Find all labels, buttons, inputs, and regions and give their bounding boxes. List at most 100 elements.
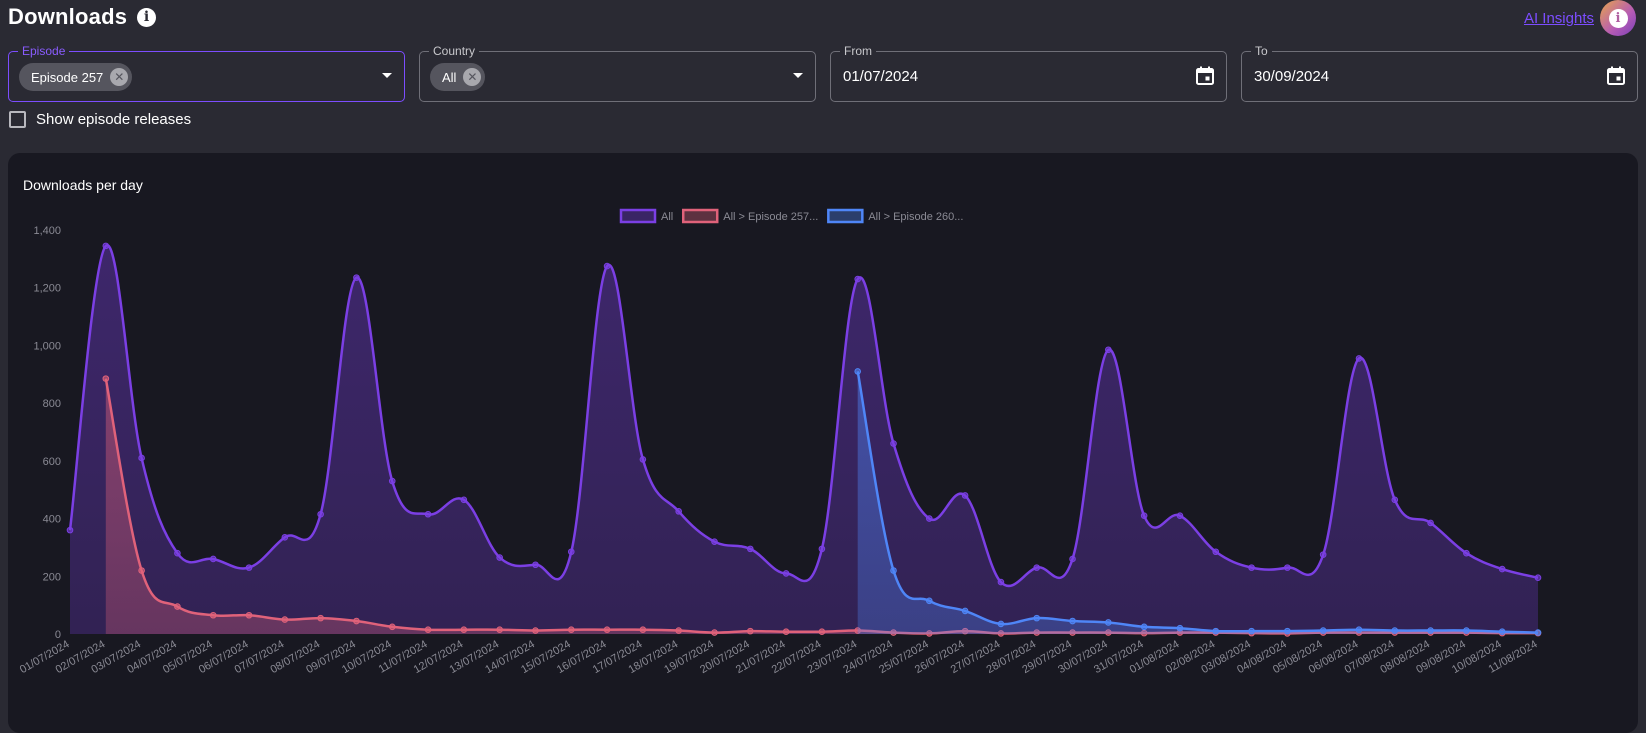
data-point[interactable] (1033, 564, 1041, 571)
country-select[interactable]: Country All ✕ (419, 44, 816, 102)
legend-label[interactable]: All > Episode 257... (723, 211, 818, 223)
data-point[interactable] (746, 545, 754, 553)
data-point[interactable] (388, 477, 396, 485)
info-icon[interactable]: i (137, 7, 157, 27)
data-point[interactable] (890, 567, 897, 574)
data-point[interactable] (1176, 512, 1184, 519)
data-point[interactable] (997, 578, 1005, 586)
data-point[interactable] (353, 274, 360, 281)
from-date-value[interactable]: 01/07/2024 (843, 68, 919, 85)
data-point[interactable] (353, 617, 360, 625)
episode-chip[interactable]: Episode 257 ✕ (19, 63, 133, 91)
data-point[interactable] (890, 440, 897, 447)
data-point[interactable] (496, 626, 503, 633)
data-point[interactable] (174, 549, 181, 557)
data-point[interactable] (1498, 628, 1506, 635)
data-point[interactable] (567, 626, 575, 633)
data-point[interactable] (245, 611, 253, 619)
data-point[interactable] (1319, 627, 1327, 634)
legend-swatch[interactable] (827, 208, 864, 224)
data-point[interactable] (1355, 355, 1363, 362)
data-point[interactable] (1319, 551, 1327, 558)
data-point[interactable] (603, 262, 611, 270)
data-point[interactable] (1498, 565, 1506, 573)
data-point[interactable] (711, 629, 718, 636)
data-point[interactable] (1140, 512, 1148, 519)
data-point[interactable] (1248, 564, 1255, 571)
to-date-value[interactable]: 30/09/2024 (1254, 68, 1330, 85)
data-point[interactable] (1427, 627, 1434, 634)
data-point[interactable] (532, 627, 539, 634)
data-point[interactable] (532, 561, 539, 569)
data-point[interactable] (961, 607, 969, 615)
data-point[interactable] (711, 538, 718, 545)
data-point[interactable] (1534, 629, 1542, 636)
data-point[interactable] (1534, 574, 1542, 582)
legend-swatch[interactable] (619, 208, 657, 224)
data-point[interactable] (675, 508, 682, 515)
data-point[interactable] (1355, 626, 1363, 633)
data-point[interactable] (138, 454, 145, 462)
data-point[interactable] (245, 564, 253, 571)
data-point[interactable] (1463, 627, 1470, 634)
data-point[interactable] (1212, 548, 1220, 556)
data-point[interactable] (818, 628, 826, 635)
chip-remove-icon[interactable]: ✕ (463, 68, 482, 86)
data-point[interactable] (1391, 496, 1399, 504)
calendar-icon[interactable] (1607, 66, 1625, 85)
data-point[interactable] (1391, 627, 1399, 634)
data-point[interactable] (782, 628, 790, 635)
data-point[interactable] (66, 526, 74, 534)
data-point[interactable] (782, 570, 790, 577)
data-point[interactable] (1105, 346, 1112, 354)
data-point[interactable] (1033, 614, 1041, 622)
data-point[interactable] (1427, 519, 1434, 527)
legend-label[interactable]: All (661, 211, 673, 223)
data-point[interactable] (1176, 624, 1184, 632)
data-point[interactable] (1069, 555, 1076, 563)
data-point[interactable] (496, 554, 503, 561)
data-point[interactable] (1248, 627, 1255, 635)
chevron-down-icon[interactable] (382, 73, 392, 78)
legend-label[interactable]: All > Episode 260... (868, 211, 963, 223)
data-point[interactable] (1463, 549, 1470, 557)
data-point[interactable] (460, 496, 468, 504)
data-point[interactable] (138, 567, 145, 574)
data-point[interactable] (997, 620, 1005, 628)
calendar-icon[interactable] (1196, 66, 1214, 85)
episode-select[interactable]: Episode Episode 257 ✕ (8, 44, 405, 102)
data-point[interactable] (1069, 617, 1076, 625)
chip-remove-icon[interactable]: ✕ (110, 68, 129, 86)
data-point[interactable] (460, 626, 468, 633)
data-point[interactable] (317, 510, 324, 518)
data-point[interactable] (102, 242, 110, 250)
data-point[interactable] (281, 616, 289, 623)
data-point[interactable] (317, 614, 324, 622)
avatar[interactable]: i (1600, 0, 1636, 36)
data-point[interactable] (746, 627, 754, 635)
country-chip[interactable]: All ✕ (430, 63, 486, 91)
data-point[interactable] (1212, 627, 1220, 635)
data-point[interactable] (174, 603, 181, 610)
show-releases-row[interactable]: Show episode releases (9, 111, 191, 128)
data-point[interactable] (961, 492, 969, 499)
to-date-field[interactable]: To 30/09/2024 (1241, 44, 1638, 102)
data-point[interactable] (639, 626, 647, 633)
data-point[interactable] (603, 626, 611, 633)
data-point[interactable] (209, 555, 217, 563)
data-point[interactable] (102, 375, 110, 382)
data-point[interactable] (388, 623, 396, 631)
data-point[interactable] (209, 611, 217, 619)
data-point[interactable] (854, 275, 862, 283)
data-point[interactable] (424, 626, 432, 633)
ai-insights-link[interactable]: AI Insights (1523, 10, 1594, 27)
show-releases-checkbox[interactable] (9, 111, 26, 128)
data-point[interactable] (1140, 623, 1148, 631)
data-point[interactable] (1284, 564, 1291, 571)
legend-swatch[interactable] (681, 208, 719, 224)
data-point[interactable] (818, 545, 826, 553)
data-point[interactable] (424, 510, 432, 518)
from-date-field[interactable]: From 01/07/2024 (830, 44, 1227, 102)
data-point[interactable] (281, 534, 289, 541)
data-point[interactable] (926, 597, 933, 605)
